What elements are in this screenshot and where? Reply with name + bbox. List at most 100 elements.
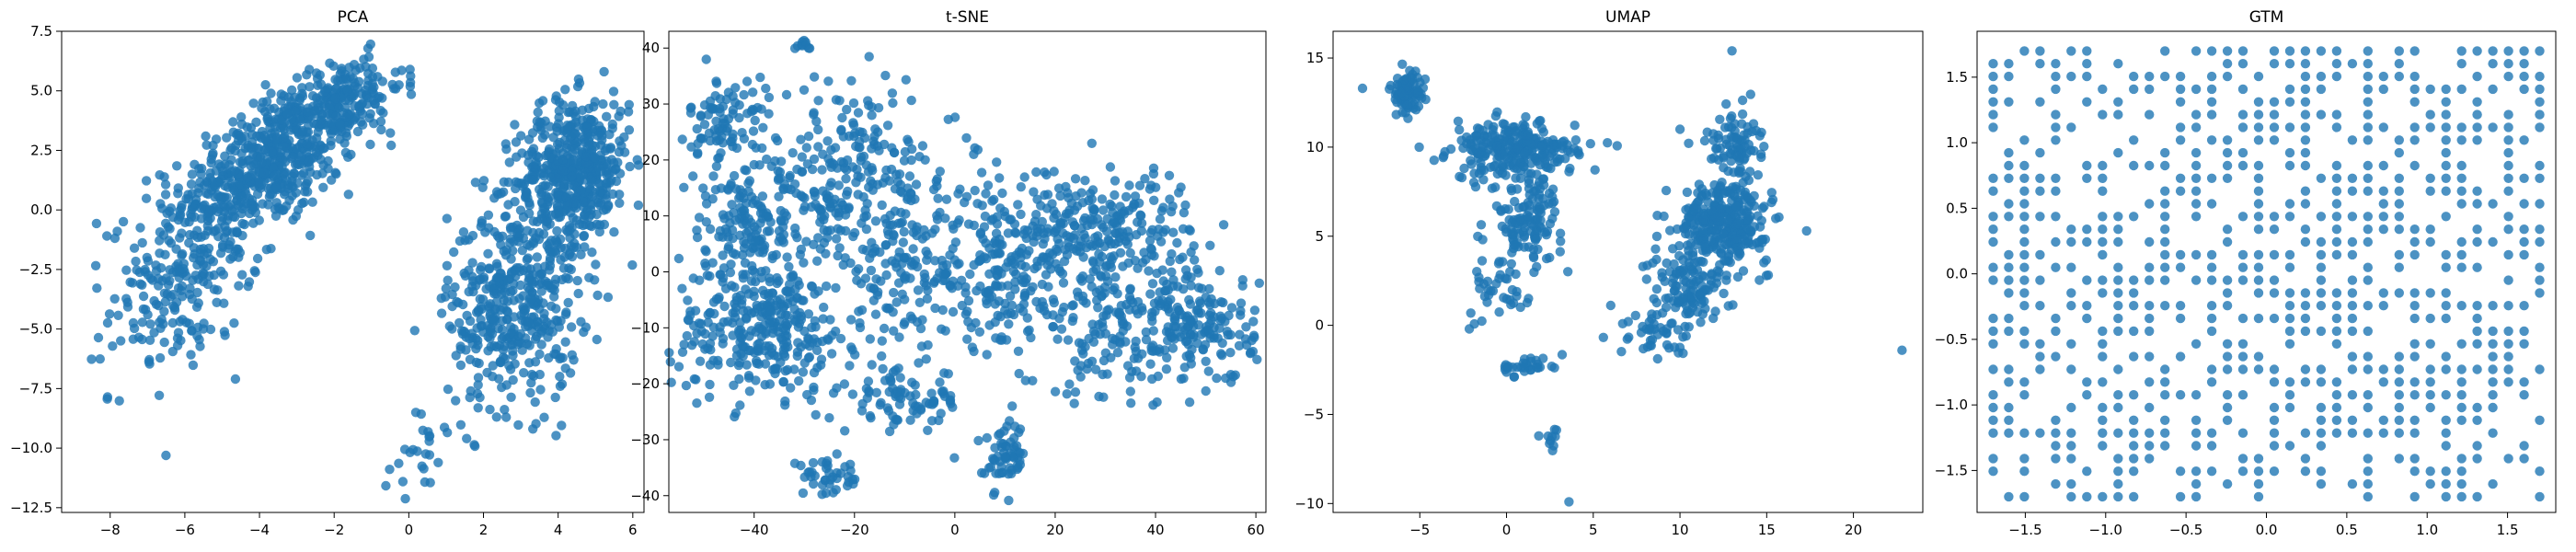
scatter-point bbox=[210, 191, 220, 202]
scatter-point bbox=[782, 252, 792, 262]
scatter-point bbox=[619, 147, 630, 157]
scatter-point bbox=[302, 107, 313, 117]
scatter-point bbox=[719, 301, 730, 312]
scatter-point bbox=[1147, 316, 1157, 327]
scatter-point bbox=[590, 97, 600, 107]
scatter-point bbox=[1137, 349, 1147, 359]
scatter-point bbox=[1201, 356, 1211, 366]
scatter-point bbox=[529, 175, 539, 185]
scatter-point bbox=[1096, 271, 1107, 282]
scatter-point bbox=[1678, 293, 1688, 303]
scatter-point bbox=[1112, 348, 1123, 358]
umap-title: UMAP bbox=[1605, 8, 1650, 27]
scatter-point bbox=[234, 281, 244, 291]
y-tick-label: −10.0 bbox=[10, 440, 52, 456]
scatter-point bbox=[756, 203, 767, 213]
scatter-point bbox=[1098, 205, 1109, 215]
scatter-point bbox=[888, 220, 898, 230]
scatter-point bbox=[761, 328, 771, 339]
scatter-point bbox=[260, 80, 270, 90]
scatter-point bbox=[350, 100, 360, 111]
scatter-point bbox=[467, 230, 478, 241]
scatter-point bbox=[743, 373, 754, 383]
scatter-point bbox=[807, 282, 818, 292]
scatter-point bbox=[272, 133, 282, 144]
scatter-point bbox=[824, 413, 834, 423]
scatter-point bbox=[209, 284, 220, 294]
scatter-point bbox=[1168, 227, 1179, 237]
scatter-point bbox=[1118, 319, 1128, 329]
scatter-point bbox=[694, 318, 705, 328]
scatter-point bbox=[266, 88, 276, 98]
scatter-point bbox=[1140, 174, 1150, 184]
scatter-point bbox=[948, 220, 958, 230]
scatter-point bbox=[584, 212, 594, 222]
scatter-point bbox=[1115, 339, 1125, 349]
scatter-point bbox=[948, 244, 958, 254]
scatter-point bbox=[522, 255, 532, 265]
scatter-point bbox=[558, 166, 568, 176]
scatter-point bbox=[515, 266, 525, 277]
scatter-point bbox=[331, 83, 341, 94]
scatter-point bbox=[1590, 165, 1600, 175]
scatter-point bbox=[561, 192, 571, 202]
scatter-point bbox=[156, 314, 167, 325]
scatter-point bbox=[159, 337, 169, 348]
scatter-point bbox=[449, 247, 459, 258]
scatter-point bbox=[118, 216, 129, 227]
scatter-point bbox=[796, 134, 806, 144]
scatter-point bbox=[730, 215, 741, 225]
scatter-point bbox=[425, 477, 435, 488]
scatter-point bbox=[754, 247, 765, 258]
scatter-point bbox=[219, 298, 229, 308]
scatter-point bbox=[983, 288, 994, 298]
scatter-point bbox=[302, 139, 312, 149]
scatter-point bbox=[1469, 318, 1479, 329]
scatter-point bbox=[716, 148, 726, 158]
scatter-point bbox=[211, 134, 222, 144]
scatter-point bbox=[705, 339, 716, 349]
scatter-point bbox=[1744, 167, 1755, 177]
scatter-point bbox=[778, 229, 789, 240]
scatter-point bbox=[416, 408, 426, 420]
scatter-point bbox=[553, 173, 564, 183]
scatter-point bbox=[1617, 318, 1628, 328]
scatter-point bbox=[1224, 310, 1234, 321]
scatter-point bbox=[831, 282, 841, 293]
scatter-point bbox=[1468, 178, 1479, 188]
scatter-point bbox=[913, 285, 924, 295]
scatter-point bbox=[583, 103, 594, 114]
scatter-point bbox=[442, 213, 452, 224]
scatter-point bbox=[538, 298, 548, 308]
scatter-point bbox=[287, 85, 297, 96]
scatter-point bbox=[677, 347, 688, 357]
scatter-point bbox=[1192, 264, 1202, 274]
scatter-point bbox=[809, 239, 819, 249]
scatter-point bbox=[334, 102, 344, 113]
scatter-point bbox=[159, 172, 169, 182]
scatter-point bbox=[1644, 325, 1654, 335]
scatter-point bbox=[1564, 497, 1574, 507]
scatter-point bbox=[270, 170, 281, 180]
scatter-point bbox=[781, 321, 792, 331]
scatter-point bbox=[849, 227, 860, 238]
scatter-point bbox=[171, 244, 181, 254]
scatter-point bbox=[882, 121, 893, 131]
scatter-point bbox=[700, 190, 711, 201]
scatter-point bbox=[1399, 75, 1410, 85]
scatter-point bbox=[526, 293, 537, 305]
axes-frame bbox=[61, 30, 645, 513]
scatter-point bbox=[907, 377, 917, 387]
scatter-point bbox=[858, 191, 868, 202]
scatter-point bbox=[1740, 153, 1750, 164]
scatter-point bbox=[1018, 306, 1029, 316]
scatter-point bbox=[697, 339, 707, 350]
scatter-point bbox=[549, 292, 559, 302]
scatter-point bbox=[1105, 162, 1116, 172]
scatter-point bbox=[1016, 247, 1026, 259]
scatter-point bbox=[1518, 161, 1529, 171]
scatter-point bbox=[1538, 353, 1548, 363]
scatter-point bbox=[570, 111, 581, 122]
scatter-point bbox=[599, 205, 609, 215]
scatter-point bbox=[904, 171, 915, 181]
